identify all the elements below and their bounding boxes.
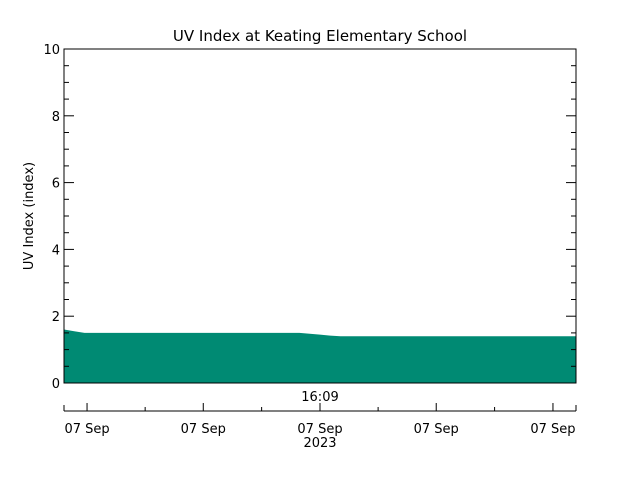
y-tick-label: 8 <box>52 110 60 125</box>
x-axis-ticks: 07 Sep 07 Sep 07 Sep 07 Sep 07 Sep <box>63 403 577 437</box>
uv-area-fill <box>64 329 576 383</box>
y-tick-label: 6 <box>52 177 60 192</box>
y-tick-label: 4 <box>52 243 60 258</box>
year-label: 2023 <box>303 436 336 451</box>
x-tick-label: 07 Sep <box>297 422 342 437</box>
x-tick-label: 07 Sep <box>64 422 109 437</box>
y-axis-label: UV Index (index) <box>22 162 37 270</box>
y-axis-ticks: 0 2 4 6 8 10 <box>43 43 576 392</box>
x-tick-label: 07 Sep <box>414 422 459 437</box>
y-tick-label: 0 <box>52 377 60 392</box>
y-tick-label: 10 <box>43 43 60 58</box>
y-tick-label: 2 <box>52 310 60 325</box>
x-tick-label: 07 Sep <box>181 422 226 437</box>
x-tick-label: 07 Sep <box>530 422 575 437</box>
current-time-label: 16:09 <box>301 390 338 405</box>
chart-title: UV Index at Keating Elementary School <box>173 27 467 45</box>
